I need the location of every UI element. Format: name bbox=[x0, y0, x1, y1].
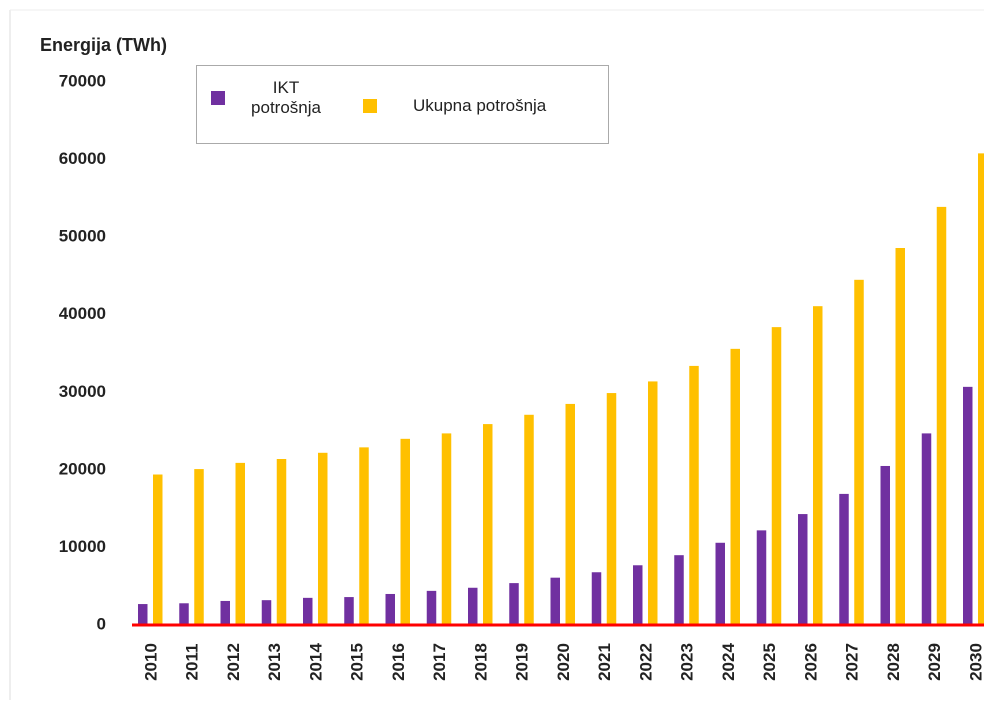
y-tick-label: 60000 bbox=[59, 149, 106, 168]
bar bbox=[153, 474, 163, 625]
bar bbox=[591, 572, 602, 625]
legend-label: Ukupna potrošnja bbox=[413, 96, 547, 115]
bar bbox=[138, 604, 148, 625]
x-tick-label: 2012 bbox=[224, 643, 243, 681]
bar bbox=[524, 414, 534, 625]
x-tick-label: 2030 bbox=[966, 643, 984, 681]
bar bbox=[344, 597, 354, 625]
bar bbox=[468, 587, 478, 625]
legend: IKT potrošnja Ukupna potrošnja bbox=[196, 65, 609, 144]
x-tick-label: 2026 bbox=[801, 643, 820, 681]
x-tick-label: 2021 bbox=[595, 643, 614, 681]
legend-swatch bbox=[363, 99, 377, 113]
bar bbox=[235, 462, 245, 625]
legend-item: Ukupna potrošnja bbox=[363, 96, 546, 116]
x-tick-label: 2022 bbox=[636, 643, 655, 681]
x-tick-label: 2018 bbox=[471, 643, 490, 681]
x-tick-label: 2020 bbox=[554, 643, 573, 681]
bar bbox=[895, 248, 905, 625]
y-tick-label: 70000 bbox=[59, 71, 106, 90]
bar bbox=[771, 327, 782, 625]
x-tick-label: 2017 bbox=[430, 643, 449, 681]
x-tick-label: 2013 bbox=[265, 643, 284, 681]
bar bbox=[261, 600, 272, 625]
bar bbox=[689, 365, 699, 625]
y-tick-label: 0 bbox=[97, 614, 106, 633]
bar bbox=[303, 597, 313, 625]
y-tick-label: 30000 bbox=[59, 382, 106, 401]
bar bbox=[565, 403, 575, 625]
bar bbox=[550, 577, 560, 625]
legend-swatch bbox=[211, 91, 225, 105]
bar bbox=[854, 279, 864, 625]
y-tick-label: 20000 bbox=[59, 459, 106, 478]
bar bbox=[276, 458, 287, 625]
bar bbox=[385, 593, 395, 625]
bar bbox=[839, 493, 849, 625]
bar bbox=[798, 514, 808, 625]
x-tick-label: 2024 bbox=[719, 643, 738, 681]
bar bbox=[220, 600, 230, 625]
y-axis-title: Energija (TWh) bbox=[40, 35, 167, 55]
bar bbox=[963, 386, 973, 625]
bar bbox=[400, 438, 410, 625]
x-tick-label: 2027 bbox=[843, 643, 862, 681]
x-tick-label: 2014 bbox=[306, 643, 325, 681]
bar bbox=[730, 348, 740, 625]
legend-label: IKT potrošnja bbox=[251, 78, 321, 117]
bar bbox=[509, 583, 519, 625]
bar bbox=[978, 153, 984, 625]
y-tick-label: 10000 bbox=[59, 537, 106, 556]
bar bbox=[674, 555, 684, 625]
y-tick-label: 40000 bbox=[59, 304, 106, 323]
bar bbox=[715, 542, 725, 625]
x-tick-label: 2015 bbox=[348, 643, 367, 681]
bar bbox=[880, 465, 890, 625]
bar bbox=[633, 565, 643, 625]
y-tick-label: 50000 bbox=[59, 227, 106, 246]
x-tick-label: 2029 bbox=[925, 643, 944, 681]
bar bbox=[194, 469, 204, 625]
bar bbox=[648, 381, 658, 625]
bar bbox=[441, 433, 452, 625]
bar bbox=[426, 590, 437, 625]
bar bbox=[921, 433, 932, 625]
bar bbox=[483, 424, 493, 625]
bar bbox=[318, 452, 328, 625]
bar bbox=[813, 306, 823, 625]
legend-item: IKT potrošnja bbox=[211, 78, 331, 118]
bar bbox=[179, 603, 189, 625]
bar bbox=[936, 206, 947, 625]
x-tick-label: 2016 bbox=[389, 643, 408, 681]
x-tick-label: 2019 bbox=[513, 643, 532, 681]
bar bbox=[756, 530, 767, 625]
x-tick-label: 2028 bbox=[884, 643, 903, 681]
bar bbox=[359, 447, 369, 625]
x-tick-label: 2023 bbox=[678, 643, 697, 681]
x-tick-label: 2025 bbox=[760, 643, 779, 681]
x-tick-label: 2010 bbox=[141, 643, 160, 681]
x-tick-label: 2011 bbox=[183, 644, 202, 681]
bar bbox=[606, 393, 617, 625]
